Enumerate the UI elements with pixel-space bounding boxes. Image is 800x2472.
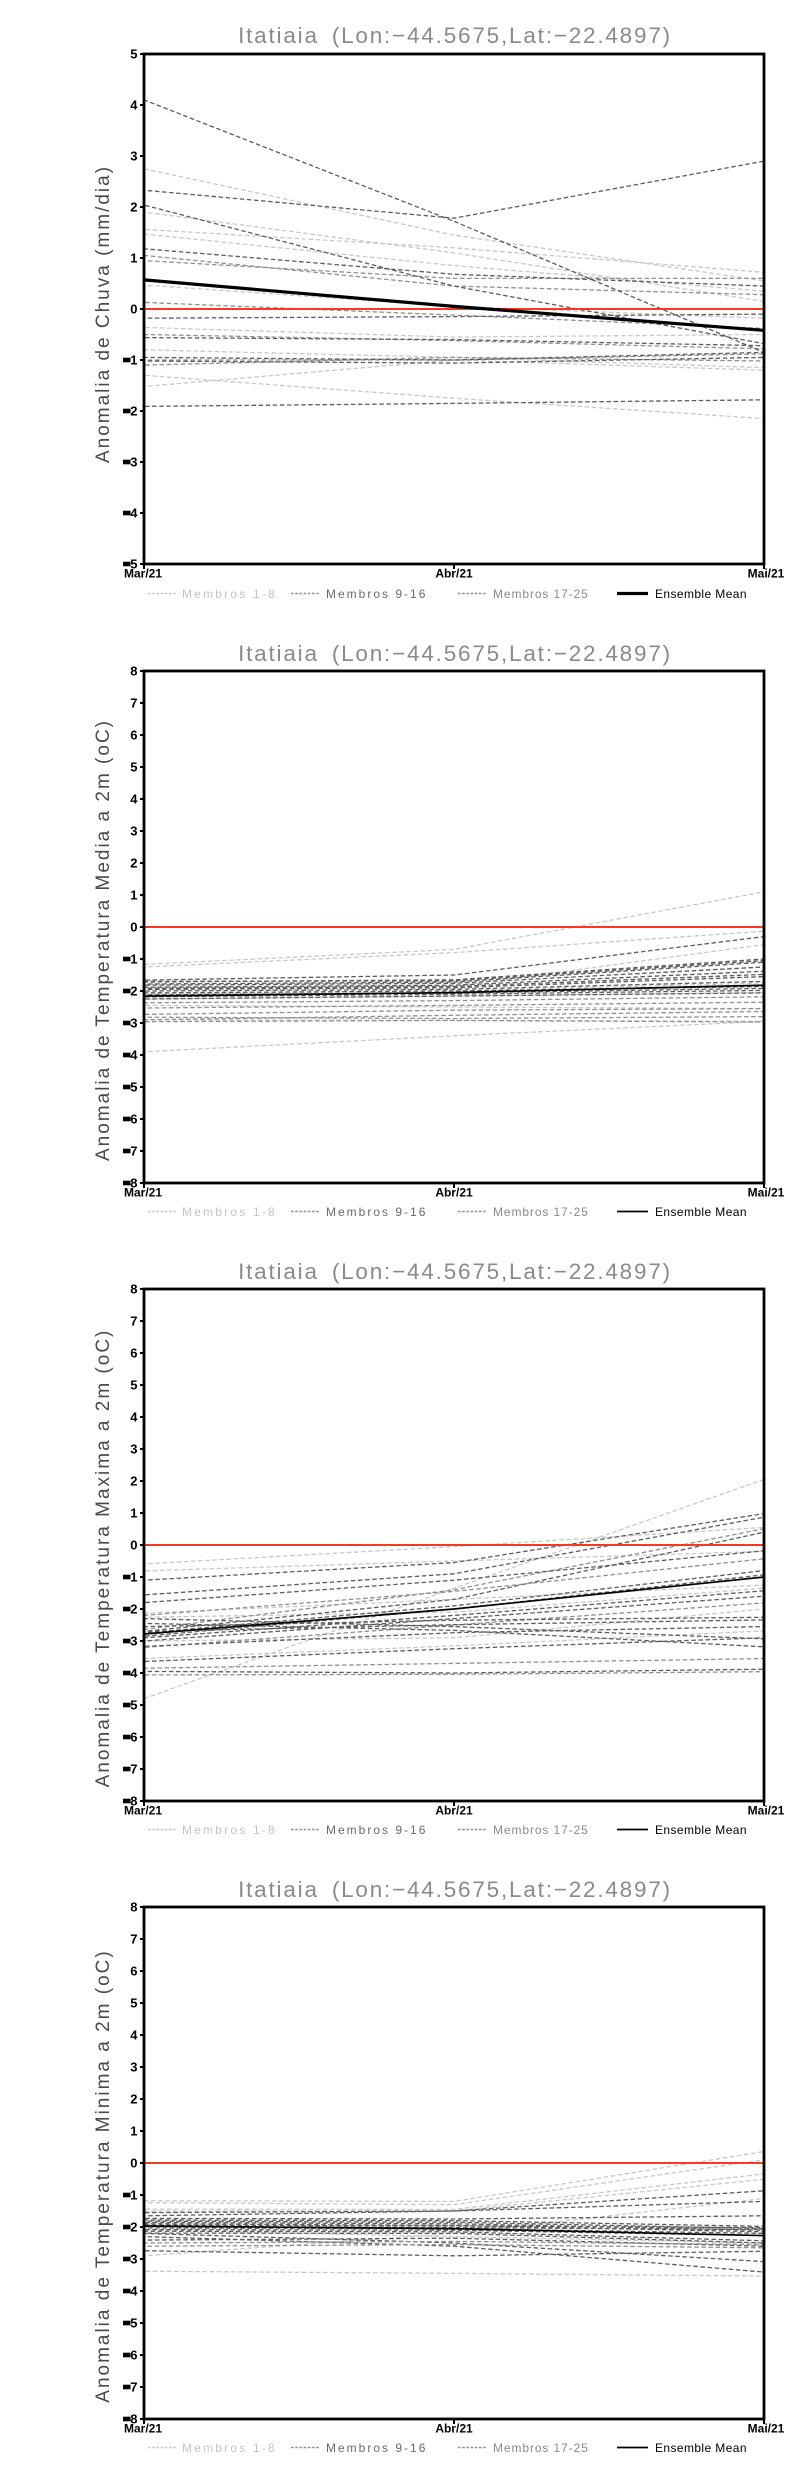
svg-text:Anomalia de Chuva (mm/dia): Anomalia de Chuva (mm/dia) bbox=[93, 165, 114, 463]
svg-text:8: 8 bbox=[130, 2412, 137, 2427]
svg-text:5: 5 bbox=[130, 760, 137, 775]
svg-text:0: 0 bbox=[130, 2156, 137, 2171]
svg-text:2: 2 bbox=[130, 984, 137, 999]
svg-text:6: 6 bbox=[130, 1346, 137, 1361]
svg-text:7: 7 bbox=[130, 2380, 137, 2395]
svg-text:Membros 9-16: Membros 9-16 bbox=[326, 1205, 427, 1219]
svg-text:Membros 9-16: Membros 9-16 bbox=[326, 2441, 427, 2455]
svg-text:1: 1 bbox=[130, 2124, 137, 2139]
svg-text:Membros 1-8: Membros 1-8 bbox=[182, 1205, 277, 1219]
svg-text:Mar/21: Mar/21 bbox=[124, 2422, 162, 2436]
svg-text:Itatiaia (Lon:−44.5675,Lat:−22: Itatiaia (Lon:−44.5675,Lat:−22.4897) bbox=[238, 641, 672, 666]
svg-text:2: 2 bbox=[130, 856, 137, 871]
svg-text:6: 6 bbox=[130, 1112, 137, 1127]
svg-text:3: 3 bbox=[130, 149, 137, 164]
svg-text:4: 4 bbox=[130, 2284, 138, 2299]
svg-text:Mai/21: Mai/21 bbox=[748, 1804, 785, 1818]
svg-text:2: 2 bbox=[130, 404, 137, 419]
svg-text:1: 1 bbox=[130, 353, 137, 368]
svg-text:1: 1 bbox=[130, 888, 137, 903]
svg-text:5: 5 bbox=[130, 1996, 137, 2011]
svg-text:Ensemble Mean: Ensemble Mean bbox=[655, 587, 747, 601]
svg-text:Membros 1-8: Membros 1-8 bbox=[182, 1823, 277, 1837]
svg-text:8: 8 bbox=[130, 1900, 137, 1915]
svg-text:Ensemble Mean: Ensemble Mean bbox=[655, 2441, 747, 2455]
svg-text:7: 7 bbox=[130, 1932, 137, 1947]
svg-text:6: 6 bbox=[130, 2348, 137, 2363]
svg-text:4: 4 bbox=[130, 792, 138, 807]
svg-text:0: 0 bbox=[130, 1538, 137, 1553]
svg-text:5: 5 bbox=[130, 1080, 137, 1095]
svg-text:Membros 9-16: Membros 9-16 bbox=[326, 1823, 427, 1837]
svg-text:Mar/21: Mar/21 bbox=[124, 1186, 162, 1200]
svg-text:7: 7 bbox=[130, 1144, 137, 1159]
svg-text:2: 2 bbox=[130, 200, 137, 215]
svg-text:4: 4 bbox=[130, 98, 138, 113]
svg-text:4: 4 bbox=[130, 506, 138, 521]
svg-text:Abr/21: Abr/21 bbox=[435, 2422, 473, 2436]
svg-text:8: 8 bbox=[130, 1176, 137, 1191]
svg-text:5: 5 bbox=[130, 47, 137, 62]
svg-text:2: 2 bbox=[130, 2220, 137, 2235]
svg-text:Membros 17-25: Membros 17-25 bbox=[493, 1205, 589, 1219]
svg-text:5: 5 bbox=[130, 1378, 137, 1393]
svg-text:Mar/21: Mar/21 bbox=[124, 567, 162, 581]
svg-text:8: 8 bbox=[130, 1794, 137, 1809]
svg-text:Membros 1-8: Membros 1-8 bbox=[182, 587, 277, 601]
svg-text:Ensemble Mean: Ensemble Mean bbox=[655, 1205, 747, 1219]
svg-text:3: 3 bbox=[130, 2252, 137, 2267]
svg-text:Mai/21: Mai/21 bbox=[748, 567, 785, 581]
svg-text:4: 4 bbox=[130, 1048, 138, 1063]
svg-text:4: 4 bbox=[130, 2028, 138, 2043]
svg-text:3: 3 bbox=[130, 1016, 137, 1031]
svg-text:Membros 9-16: Membros 9-16 bbox=[326, 587, 427, 601]
svg-text:5: 5 bbox=[130, 2316, 137, 2331]
svg-text:2: 2 bbox=[130, 1602, 137, 1617]
svg-text:2: 2 bbox=[130, 2092, 137, 2107]
svg-text:6: 6 bbox=[130, 728, 137, 743]
svg-text:1: 1 bbox=[130, 2188, 137, 2203]
svg-text:Mai/21: Mai/21 bbox=[748, 1186, 785, 1200]
svg-text:1: 1 bbox=[130, 952, 137, 967]
svg-text:Anomalia de Temperatura Maxima: Anomalia de Temperatura Maxima a 2m (oC) bbox=[93, 1329, 114, 1788]
svg-text:Membros 1-8: Membros 1-8 bbox=[182, 2441, 277, 2455]
svg-text:8: 8 bbox=[130, 1282, 137, 1297]
svg-text:8: 8 bbox=[130, 664, 137, 679]
svg-text:Membros 17-25: Membros 17-25 bbox=[493, 587, 589, 601]
svg-text:3: 3 bbox=[130, 455, 137, 470]
svg-text:Itatiaia (Lon:−44.5675,Lat:−22: Itatiaia (Lon:−44.5675,Lat:−22.4897) bbox=[238, 23, 672, 48]
svg-text:Membros 17-25: Membros 17-25 bbox=[493, 1823, 589, 1837]
svg-text:Anomalia de Temperatura Media: Anomalia de Temperatura Media a 2m (oC) bbox=[93, 719, 114, 1161]
svg-text:Itatiaia (Lon:−44.5675,Lat:−22: Itatiaia (Lon:−44.5675,Lat:−22.4897) bbox=[238, 1877, 672, 1902]
svg-text:6: 6 bbox=[130, 1730, 137, 1745]
svg-text:Membros 17-25: Membros 17-25 bbox=[493, 2441, 589, 2455]
svg-text:1: 1 bbox=[130, 251, 137, 266]
svg-text:4: 4 bbox=[130, 1410, 138, 1425]
svg-text:0: 0 bbox=[130, 920, 137, 935]
svg-text:3: 3 bbox=[130, 2060, 137, 2075]
svg-text:0: 0 bbox=[130, 302, 137, 317]
svg-text:Ensemble Mean: Ensemble Mean bbox=[655, 1823, 747, 1837]
svg-text:3: 3 bbox=[130, 1442, 137, 1457]
svg-text:2: 2 bbox=[130, 1474, 137, 1489]
svg-text:Abr/21: Abr/21 bbox=[435, 1186, 473, 1200]
svg-text:7: 7 bbox=[130, 1762, 137, 1777]
svg-text:3: 3 bbox=[130, 1634, 137, 1649]
svg-text:Mar/21: Mar/21 bbox=[124, 1804, 162, 1818]
svg-text:3: 3 bbox=[130, 824, 137, 839]
svg-text:Anomalia de Temperatura Minima: Anomalia de Temperatura Minima a 2m (oC) bbox=[93, 1949, 114, 2402]
svg-text:7: 7 bbox=[130, 696, 137, 711]
svg-text:5: 5 bbox=[130, 1698, 137, 1713]
svg-text:Abr/21: Abr/21 bbox=[435, 567, 473, 581]
svg-text:Itatiaia (Lon:−44.5675,Lat:−22: Itatiaia (Lon:−44.5675,Lat:−22.4897) bbox=[238, 1259, 672, 1284]
svg-text:1: 1 bbox=[130, 1506, 137, 1521]
svg-text:Abr/21: Abr/21 bbox=[435, 1804, 473, 1818]
svg-text:5: 5 bbox=[130, 557, 137, 572]
svg-text:4: 4 bbox=[130, 1666, 138, 1681]
svg-text:6: 6 bbox=[130, 1964, 137, 1979]
svg-text:7: 7 bbox=[130, 1314, 137, 1329]
svg-text:Mai/21: Mai/21 bbox=[748, 2422, 785, 2436]
svg-text:1: 1 bbox=[130, 1570, 137, 1585]
